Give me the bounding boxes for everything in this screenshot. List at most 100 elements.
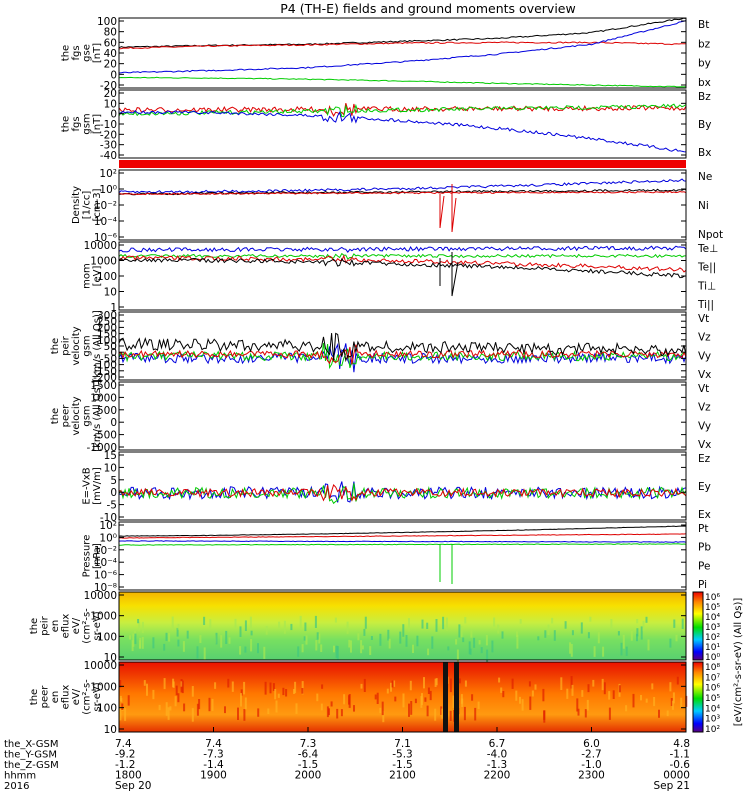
spectrogram-cell	[119, 707, 122, 721]
spectrogram-cell	[196, 646, 199, 659]
spectrogram-cell	[137, 619, 140, 624]
spectrogram-cell	[452, 695, 455, 708]
y-tick-label: 10⁻⁶	[94, 570, 117, 582]
spectrogram-cell	[304, 622, 307, 632]
panel-frame	[118, 311, 687, 381]
x-tick-label: -1.5	[392, 759, 413, 771]
spectrogram-cell	[426, 705, 429, 717]
y-axis-label: gsm	[82, 335, 93, 356]
spectrogram-cell	[462, 637, 465, 643]
spectrogram-cell	[321, 684, 324, 689]
spectrogram-cell	[500, 687, 503, 693]
spectrogram-cell	[640, 695, 642, 701]
y-tick-label: 300	[97, 310, 117, 322]
spectrogram-cell	[198, 699, 201, 710]
spectrogram-cell	[346, 621, 349, 634]
spectrogram-cell	[469, 648, 472, 655]
spectrogram-cell	[379, 633, 382, 646]
y-tick-label: 10	[104, 287, 117, 299]
y-tick-label: 15	[104, 450, 117, 462]
legend-label: Vt	[698, 383, 709, 395]
y-axis-label: the	[50, 408, 61, 424]
spectrogram-cell	[455, 639, 458, 645]
spectrogram-cell	[586, 699, 589, 711]
spectrogram-cell	[441, 708, 444, 719]
spectrogram-cell	[625, 705, 628, 712]
spectrogram-cell	[360, 640, 363, 654]
y-axis-label: the	[61, 116, 72, 132]
spectrogram-cell	[645, 698, 648, 703]
spectrogram-cell	[240, 689, 243, 696]
spectrogram-cell	[480, 647, 483, 654]
spectrogram-cell	[328, 708, 330, 716]
spectrogram-cell	[569, 642, 572, 654]
spectrogram-cell	[274, 689, 277, 700]
y-axis-label: E=-VxB	[82, 467, 93, 504]
spectrogram-cell	[412, 644, 414, 653]
spectrogram-cell	[203, 647, 206, 660]
x-tick-label: 4.8	[673, 738, 690, 750]
y-tick-label: 150	[97, 329, 117, 341]
spectrogram-cell	[209, 619, 212, 629]
spectrogram-cell	[516, 634, 519, 649]
spectrogram-cell	[167, 707, 170, 720]
spectrogram-cell	[584, 709, 587, 718]
spectrogram-cell	[348, 694, 351, 708]
y-tick-label: 20	[104, 88, 117, 100]
legend-label: Ey	[698, 481, 711, 493]
spectrogram-cell	[215, 632, 218, 645]
spectrogram-cell	[203, 616, 206, 625]
spectrogram-cell	[379, 707, 382, 714]
y-tick-label: 1000	[90, 392, 117, 404]
spectrogram-cell	[618, 685, 621, 693]
y-axis-label: (cm²-s-	[82, 608, 93, 644]
spectrogram-cell	[243, 681, 246, 695]
spectrogram-cell	[630, 630, 633, 641]
y-axis-label: the	[61, 45, 72, 61]
spectrogram-cell	[645, 616, 648, 623]
y-axis-label: gsm	[82, 405, 93, 426]
spectrogram-cell	[301, 644, 304, 653]
pb-line	[118, 533, 687, 539]
x-tick-label: -1.0	[581, 759, 602, 771]
te-par-line	[118, 257, 687, 279]
spectrogram-cell	[610, 619, 613, 630]
y-tick-label: -5	[107, 500, 117, 512]
spectrogram-cell	[464, 680, 467, 687]
spectrogram-cell	[225, 630, 228, 644]
spectrogram-cell	[297, 646, 300, 657]
y-tick-label: 5	[110, 475, 117, 487]
legend-label: Ez	[698, 453, 711, 465]
spectrogram-cell	[243, 709, 246, 721]
legend-label: bz	[698, 38, 711, 50]
spectrogram-cell	[234, 618, 237, 629]
spectrogram-cell	[528, 681, 531, 687]
spectrogram-cell	[642, 620, 645, 631]
y-axis-label: [eV]	[92, 266, 103, 287]
y-axis-label: velocity	[71, 396, 82, 435]
spectrogram-cell	[163, 678, 166, 690]
spectrogram-cell	[294, 681, 297, 694]
density-dropout	[439, 184, 457, 233]
spectrogram-cell	[269, 682, 272, 694]
spectrogram-cell	[560, 677, 563, 690]
spectrogram-cell	[340, 709, 343, 717]
y-axis-label: fgs	[71, 116, 82, 131]
spectrogram-cell	[320, 703, 323, 711]
spectrogram-cell	[592, 679, 595, 687]
spectrogram-cell	[658, 709, 660, 718]
spectrogram-cell	[399, 631, 402, 644]
spectrogram-cell	[272, 683, 275, 691]
spectrogram-cell	[315, 640, 318, 651]
y-tick-label: 1000	[90, 681, 117, 693]
spectrogram-cell	[138, 621, 141, 632]
spectrogram-cell	[471, 694, 474, 701]
spectrogram-cell	[529, 696, 532, 710]
spectrogram-cell	[180, 681, 183, 687]
y-tick-label: 10⁻²	[94, 545, 117, 557]
spectrogram-cell	[511, 678, 514, 689]
spectrogram-cell	[177, 639, 180, 647]
spectrogram-cell	[427, 648, 430, 656]
y-tick-label: 10	[104, 462, 117, 474]
x-tick-label: 7.1	[394, 738, 411, 750]
